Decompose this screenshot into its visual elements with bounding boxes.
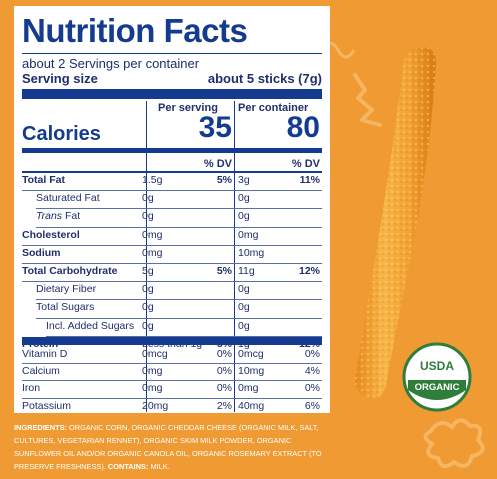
nutrient-name-italic: Trans	[36, 210, 63, 223]
row-divider	[36, 317, 322, 319]
row-divider	[22, 363, 322, 365]
serving-rule	[22, 89, 322, 99]
container-amount: 0g	[238, 319, 250, 332]
column-divider	[146, 101, 147, 412]
cheese-stick-image	[355, 47, 436, 399]
serving-amount: 0g	[142, 192, 154, 205]
serving-dv: 5%	[216, 265, 232, 277]
serving-amount: 0g	[142, 283, 154, 296]
container-dv: 12%	[298, 265, 320, 277]
nutrient-name-rest: Fat	[62, 210, 81, 223]
container-dv: 11%	[299, 174, 320, 186]
calories-label: Calories	[22, 123, 101, 145]
badge-bottom-text: ORGANIC	[415, 382, 460, 393]
servings-per-container: about 2 Servings per container	[22, 56, 200, 71]
row-divider	[36, 208, 322, 210]
serving-dv: 2%	[216, 399, 232, 412]
container-amount: 0g	[238, 192, 250, 205]
panel-title: Nutrition Facts	[22, 12, 248, 49]
serving-amount: 0mg	[142, 382, 163, 395]
serving-dv: 0%	[216, 365, 232, 378]
nutrient-name: Total Sugars	[36, 301, 95, 314]
serving-amount: 0mg	[142, 365, 163, 378]
row-divider	[36, 226, 322, 228]
per-serving-label: Per serving	[158, 102, 218, 114]
container-dv: 6%	[304, 399, 320, 412]
vitamin-name: Iron	[22, 382, 41, 395]
container-amount: 0g	[238, 301, 250, 314]
vitamin-name: Calcium	[22, 365, 60, 378]
container-amount: 10mg	[238, 365, 265, 378]
serving-dv: 5%	[216, 174, 232, 186]
per-container-label: Per container	[238, 102, 309, 114]
ingredients-statement: Ingredients: Organic corn, organic chedd…	[14, 421, 328, 473]
serving-amount: 20mg	[142, 399, 169, 412]
nutrient-name: Dietary Fiber	[36, 283, 97, 296]
serving-size-label: Serving size	[22, 71, 98, 86]
ingredients-text: Organic corn, organic cheddar cheese (or…	[14, 423, 322, 471]
serving-amount: 0g	[142, 301, 154, 314]
dv-header-serving: % DV	[203, 158, 232, 170]
nutrient-name: Trans Fat	[36, 210, 80, 222]
container-dv: 0%	[304, 348, 320, 360]
calories-per-serving: 35	[198, 111, 232, 144]
container-amount: 40mg	[238, 399, 265, 412]
nutrient-name: Total Fat	[22, 174, 65, 186]
container-amount: 0mcg	[238, 348, 264, 360]
nutrient-name: Total Carbohydrate	[22, 265, 118, 277]
row-divider	[22, 281, 322, 283]
serving-amount: 0mg	[142, 246, 163, 259]
nutrient-name: Incl. Added Sugars	[46, 319, 135, 332]
container-amount: 11g	[238, 265, 255, 277]
contains-text: Milk.	[148, 462, 170, 471]
calories-per-container: 80	[286, 111, 320, 144]
serving-amount: 0g	[142, 210, 154, 223]
serving-amount: 1.5g	[142, 174, 163, 186]
protein-rule	[22, 337, 322, 345]
serving-dv: 0%	[216, 348, 232, 360]
nutrient-name: Sodium	[22, 246, 61, 259]
calories-rule	[22, 148, 322, 153]
usda-organic-badge-icon: USDA ORGANIC	[402, 342, 472, 412]
nutrient-name: Cholesterol	[22, 228, 80, 241]
container-amount: 10mg	[238, 246, 265, 259]
row-divider	[46, 335, 322, 337]
serving-size-value: about 5 sticks (7g)	[207, 71, 322, 86]
row-divider	[22, 397, 322, 399]
container-amount: 0g	[238, 210, 250, 223]
nutrition-facts-panel: Nutrition Facts about 2 Servings per con…	[14, 6, 330, 413]
serving-amount: 0mcg	[142, 348, 168, 360]
vitamin-name: Vitamin D	[22, 348, 68, 360]
container-amount: 0mg	[238, 228, 259, 241]
dv-rule	[22, 171, 322, 173]
badge-top-text: USDA	[420, 359, 454, 373]
container-amount: 3g	[238, 174, 250, 186]
ingredients-label: Ingredients:	[14, 423, 67, 432]
row-divider	[22, 380, 322, 382]
vitamin-name: Potassium	[22, 399, 72, 412]
container-dv: 0%	[304, 382, 320, 395]
title-rule	[22, 53, 322, 54]
dv-header-container: % DV	[291, 158, 320, 170]
starburst-decoration-icon	[423, 418, 485, 469]
container-amount: 0g	[238, 283, 250, 296]
row-divider	[36, 299, 322, 301]
container-dv: 4%	[304, 365, 320, 378]
row-divider	[22, 263, 322, 264]
serving-amount: 0g	[142, 319, 154, 332]
serving-amount: 0mg	[142, 228, 163, 241]
squiggle-decoration-icon	[353, 73, 382, 127]
row-divider	[22, 190, 322, 192]
contains-label: Contains:	[107, 462, 149, 471]
container-amount: 0mg	[238, 382, 259, 395]
row-divider	[22, 244, 322, 246]
serving-dv: 0%	[216, 382, 232, 395]
nutrient-name: Saturated Fat	[36, 192, 100, 205]
column-divider	[234, 101, 235, 412]
serving-amount: 5g	[142, 265, 154, 277]
